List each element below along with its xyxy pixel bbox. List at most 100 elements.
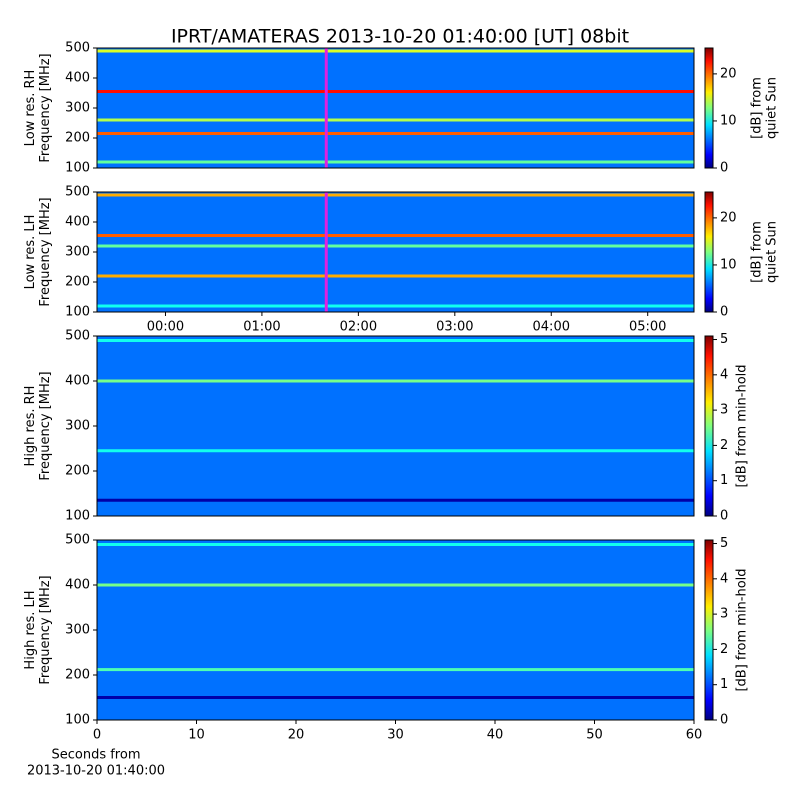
colorbar-label-line: [dB] from: [750, 221, 765, 283]
colorbar-label-line: quiet Sun: [765, 221, 780, 283]
heatmap-band: [97, 339, 694, 342]
y-tick-label: 100: [65, 161, 90, 176]
y-tick-label: 500: [65, 41, 90, 56]
y-tick-label: 500: [65, 533, 90, 548]
y-axis-label-line: Frequency [MHz]: [38, 371, 53, 480]
heatmap-background: [97, 336, 694, 516]
colorbar-label: [dB] from quiet Sun: [750, 77, 780, 139]
colorbar-tick-label: 20: [720, 66, 737, 81]
heatmap-band: [97, 668, 694, 672]
x-tick-label: 30: [387, 728, 404, 743]
y-tick-label: 400: [65, 71, 90, 86]
y-tick-label: 500: [65, 185, 90, 200]
x-tick-label: 03:00: [436, 320, 473, 335]
y-axis-label: High res. RH Frequency [MHz]: [23, 371, 53, 480]
heatmap-band: [97, 379, 694, 383]
y-tick-label: 300: [65, 419, 90, 434]
y-tick-label: 400: [65, 215, 90, 230]
heatmap-band: [97, 132, 694, 135]
x-tick-label: 10: [188, 728, 205, 743]
heatmap-band: [97, 90, 694, 93]
heatmap-band: [97, 160, 694, 164]
heatmap-band: [97, 449, 694, 453]
x-tick-label: 60: [686, 728, 703, 743]
heatmap-band: [97, 234, 694, 237]
y-tick-label: 200: [65, 668, 90, 683]
y-axis-label-line: Frequency [MHz]: [38, 53, 53, 162]
heatmap-band: [97, 49, 694, 53]
x-axis-label-line: 2013-10-20 01:40:00: [27, 764, 165, 779]
colorbar-label: [dB] from quiet Sun: [750, 221, 780, 283]
colorbar-tick-label: 1: [720, 473, 728, 488]
x-tick-label: 0: [93, 728, 101, 743]
heatmap-band: [97, 543, 694, 546]
y-axis-label-line: Low res. RH: [23, 70, 38, 147]
colorbar-tick-label: 0: [720, 305, 728, 320]
y-tick-label: 200: [65, 131, 90, 146]
colorbar-tick-label: 10: [720, 257, 737, 272]
y-tick-label: 300: [65, 623, 90, 638]
y-axis-label-line: Frequency [MHz]: [38, 197, 53, 306]
heatmap-band: [97, 274, 694, 278]
colorbar-tick-label: 3: [720, 607, 728, 622]
colorbar-label-line: [dB] from min-hold: [735, 364, 750, 487]
colorbar-label: [dB] from min-hold: [735, 568, 750, 691]
x-axis-label-line: Seconds from: [51, 748, 140, 763]
colorbar-tick-label: 3: [720, 403, 728, 418]
y-axis-label: Low res. RH Frequency [MHz]: [23, 53, 53, 162]
y-tick-label: 100: [65, 713, 90, 728]
colorbar-tick-label: 2: [720, 438, 728, 453]
colorbar-label: [dB] from min-hold: [735, 364, 750, 487]
x-tick-label: 40: [487, 728, 504, 743]
y-axis-label-line: High res. LH: [23, 590, 38, 669]
x-tick-label: 04:00: [533, 320, 570, 335]
x-tick-label: 05:00: [629, 320, 666, 335]
colorbar-tick-label: 5: [720, 332, 728, 347]
y-axis-label-line: High res. RH: [23, 386, 38, 467]
x-tick-label: 50: [586, 728, 603, 743]
heatmap-band: [97, 696, 694, 699]
x-tick-label: 20: [288, 728, 305, 743]
colorbar-tick-label: 10: [720, 113, 737, 128]
colorbar-label-line: [dB] from: [750, 77, 765, 139]
colorbar: [704, 191, 714, 313]
chart-title: IPRT/AMATERAS 2013-10-20 01:40:00 [UT] 0…: [171, 26, 629, 48]
x-tick-label: 02:00: [340, 320, 377, 335]
y-tick-label: 400: [65, 374, 90, 389]
colorbar-tick-label: 5: [720, 536, 728, 551]
y-axis-label-line: Frequency [MHz]: [38, 575, 53, 684]
colorbar-label-line: quiet Sun: [765, 77, 780, 139]
colorbar-tick-label: 2: [720, 642, 728, 657]
colorbar-tick-label: 0: [720, 509, 728, 524]
y-tick-label: 100: [65, 305, 90, 320]
colorbar: [704, 47, 714, 169]
colorbar-label-line: [dB] from min-hold: [735, 568, 750, 691]
y-axis-label: High res. LH Frequency [MHz]: [23, 575, 53, 684]
colorbar-tick-label: 1: [720, 677, 728, 692]
colorbar: [704, 539, 714, 721]
heatmap-band: [97, 118, 694, 122]
y-tick-label: 500: [65, 329, 90, 344]
colorbar-tick-label: 4: [720, 367, 728, 382]
heatmap-background: [97, 192, 694, 312]
y-tick-label: 200: [65, 464, 90, 479]
colorbar: [704, 335, 714, 517]
heatmap-band: [97, 304, 694, 308]
heatmap-background: [97, 48, 694, 168]
y-axis-label-line: Low res. LH: [23, 215, 38, 290]
y-tick-label: 300: [65, 245, 90, 260]
colorbar-tick-label: 20: [720, 210, 737, 225]
y-tick-label: 200: [65, 275, 90, 290]
x-tick-label: 01:00: [243, 320, 280, 335]
y-axis-label: Low res. LH Frequency [MHz]: [23, 197, 53, 306]
heatmap-background: [97, 540, 694, 720]
heatmap-band: [97, 498, 694, 502]
heatmap-band: [97, 193, 694, 197]
heatmap-band: [97, 244, 694, 248]
y-tick-label: 100: [65, 509, 90, 524]
colorbar-tick-label: 0: [720, 713, 728, 728]
colorbar-tick-label: 0: [720, 161, 728, 176]
heatmap-band: [97, 583, 694, 587]
y-tick-label: 300: [65, 101, 90, 116]
